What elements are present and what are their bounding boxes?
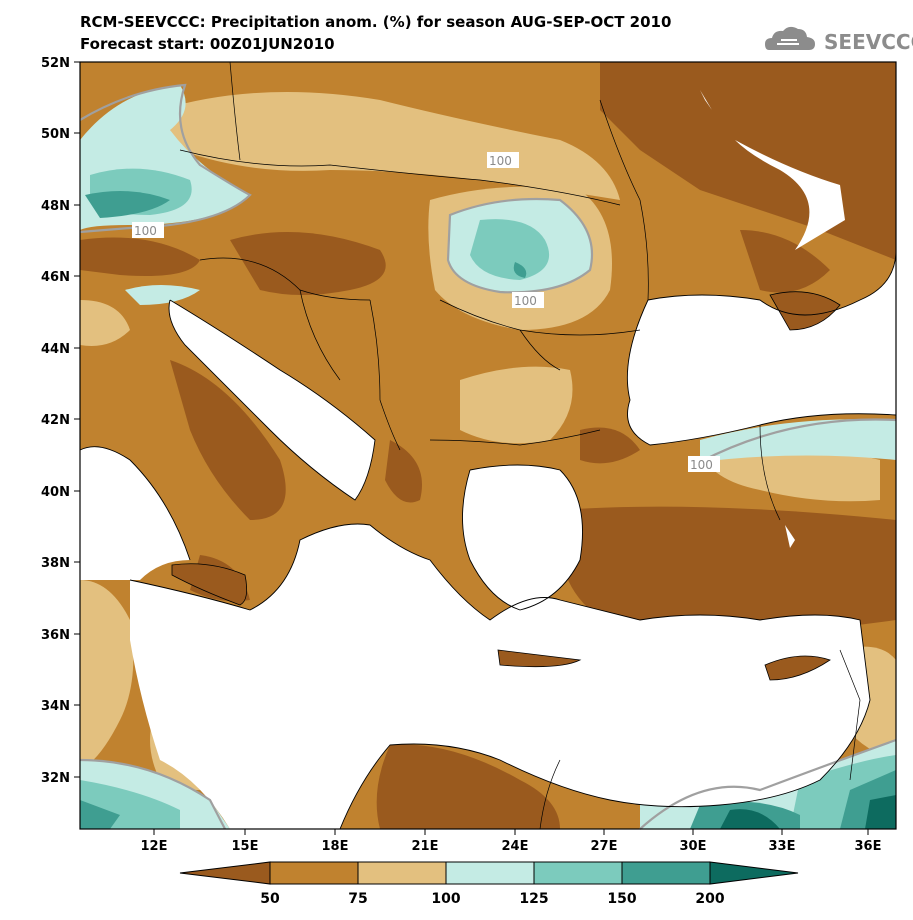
country-borders: [179, 61, 861, 830]
colorbar: [179, 861, 799, 885]
cyprus: [764, 655, 831, 681]
colorbar-label: 150: [607, 891, 636, 907]
lon-labels: 12E 15E 18E 21E 24E 27E 30E 33E 36E: [141, 839, 882, 854]
lat-label: 36N: [41, 628, 70, 643]
lon-label: 24E: [502, 839, 529, 854]
lat-labels: 52N 50N 48N 46N 44N 42N 40N 38N 36N 34N …: [41, 56, 70, 786]
chart-title: RCM-SEEVCCC: Precipitation anom. (%) for…: [80, 13, 672, 31]
aegean-sea: [462, 465, 583, 610]
lat-label: 48N: [41, 199, 70, 214]
lon-label: 36E: [855, 839, 882, 854]
colorbar-label: 200: [695, 891, 724, 907]
colorbar-segment: [179, 861, 271, 885]
wet-max-regions: [720, 795, 896, 829]
colorbar-segment: [709, 861, 799, 885]
lat-label: 34N: [41, 699, 70, 714]
seevccc-logo: [765, 26, 815, 50]
lat-label: 42N: [41, 413, 70, 428]
lat-axis: [74, 61, 80, 778]
colorbar-labels: 50 75 100 125 150 200: [260, 891, 725, 907]
lat-label: 32N: [41, 771, 70, 786]
lat-label: 44N: [41, 342, 70, 357]
lon-label: 12E: [141, 839, 168, 854]
contour-label: 100: [690, 458, 713, 472]
sea-areas: [80, 90, 896, 829]
sicily: [171, 563, 248, 606]
lon-label: 21E: [412, 839, 439, 854]
lat-label: 46N: [41, 270, 70, 285]
lon-label: 18E: [322, 839, 349, 854]
lon-label: 30E: [680, 839, 707, 854]
colorbar-label: 100: [431, 891, 460, 907]
colorbar-label: 75: [348, 891, 367, 907]
colorbar-segment: [357, 861, 447, 885]
tyrrhenian-sea: [80, 446, 190, 580]
colorbar-segment: [269, 861, 359, 885]
lon-label: 27E: [591, 839, 618, 854]
lat-label: 38N: [41, 556, 70, 571]
crete: [497, 649, 582, 668]
colorbar-label: 125: [519, 891, 548, 907]
lat-label: 52N: [41, 56, 70, 71]
lat-label: 50N: [41, 127, 70, 142]
mediterranean-sea: [130, 524, 870, 829]
coastlines: [79, 249, 897, 830]
colorbar-segment: [445, 861, 535, 885]
black-sea: [627, 250, 896, 445]
islands: [171, 291, 841, 681]
crimea: [769, 291, 841, 331]
contour-label: 100: [514, 294, 537, 308]
adriatic-sea: [169, 300, 375, 500]
contour-labels: 100 100 100 100: [132, 152, 720, 472]
logo-text: SEEVCCC: [824, 30, 913, 54]
lon-axis: [153, 829, 869, 835]
lon-label: 15E: [232, 839, 259, 854]
contour-100: [79, 83, 897, 830]
contour-label: 100: [134, 224, 157, 238]
lat-label: 40N: [41, 485, 70, 500]
colorbar-segment: [621, 861, 711, 885]
colorbar-label: 50: [260, 891, 280, 907]
contour-label: 100: [489, 154, 512, 168]
colorbar-segment: [533, 861, 623, 885]
forecast-start-label: Forecast start: 00Z01JUN2010: [80, 35, 335, 53]
map-frame: [79, 61, 897, 830]
lon-label: 33E: [769, 839, 796, 854]
